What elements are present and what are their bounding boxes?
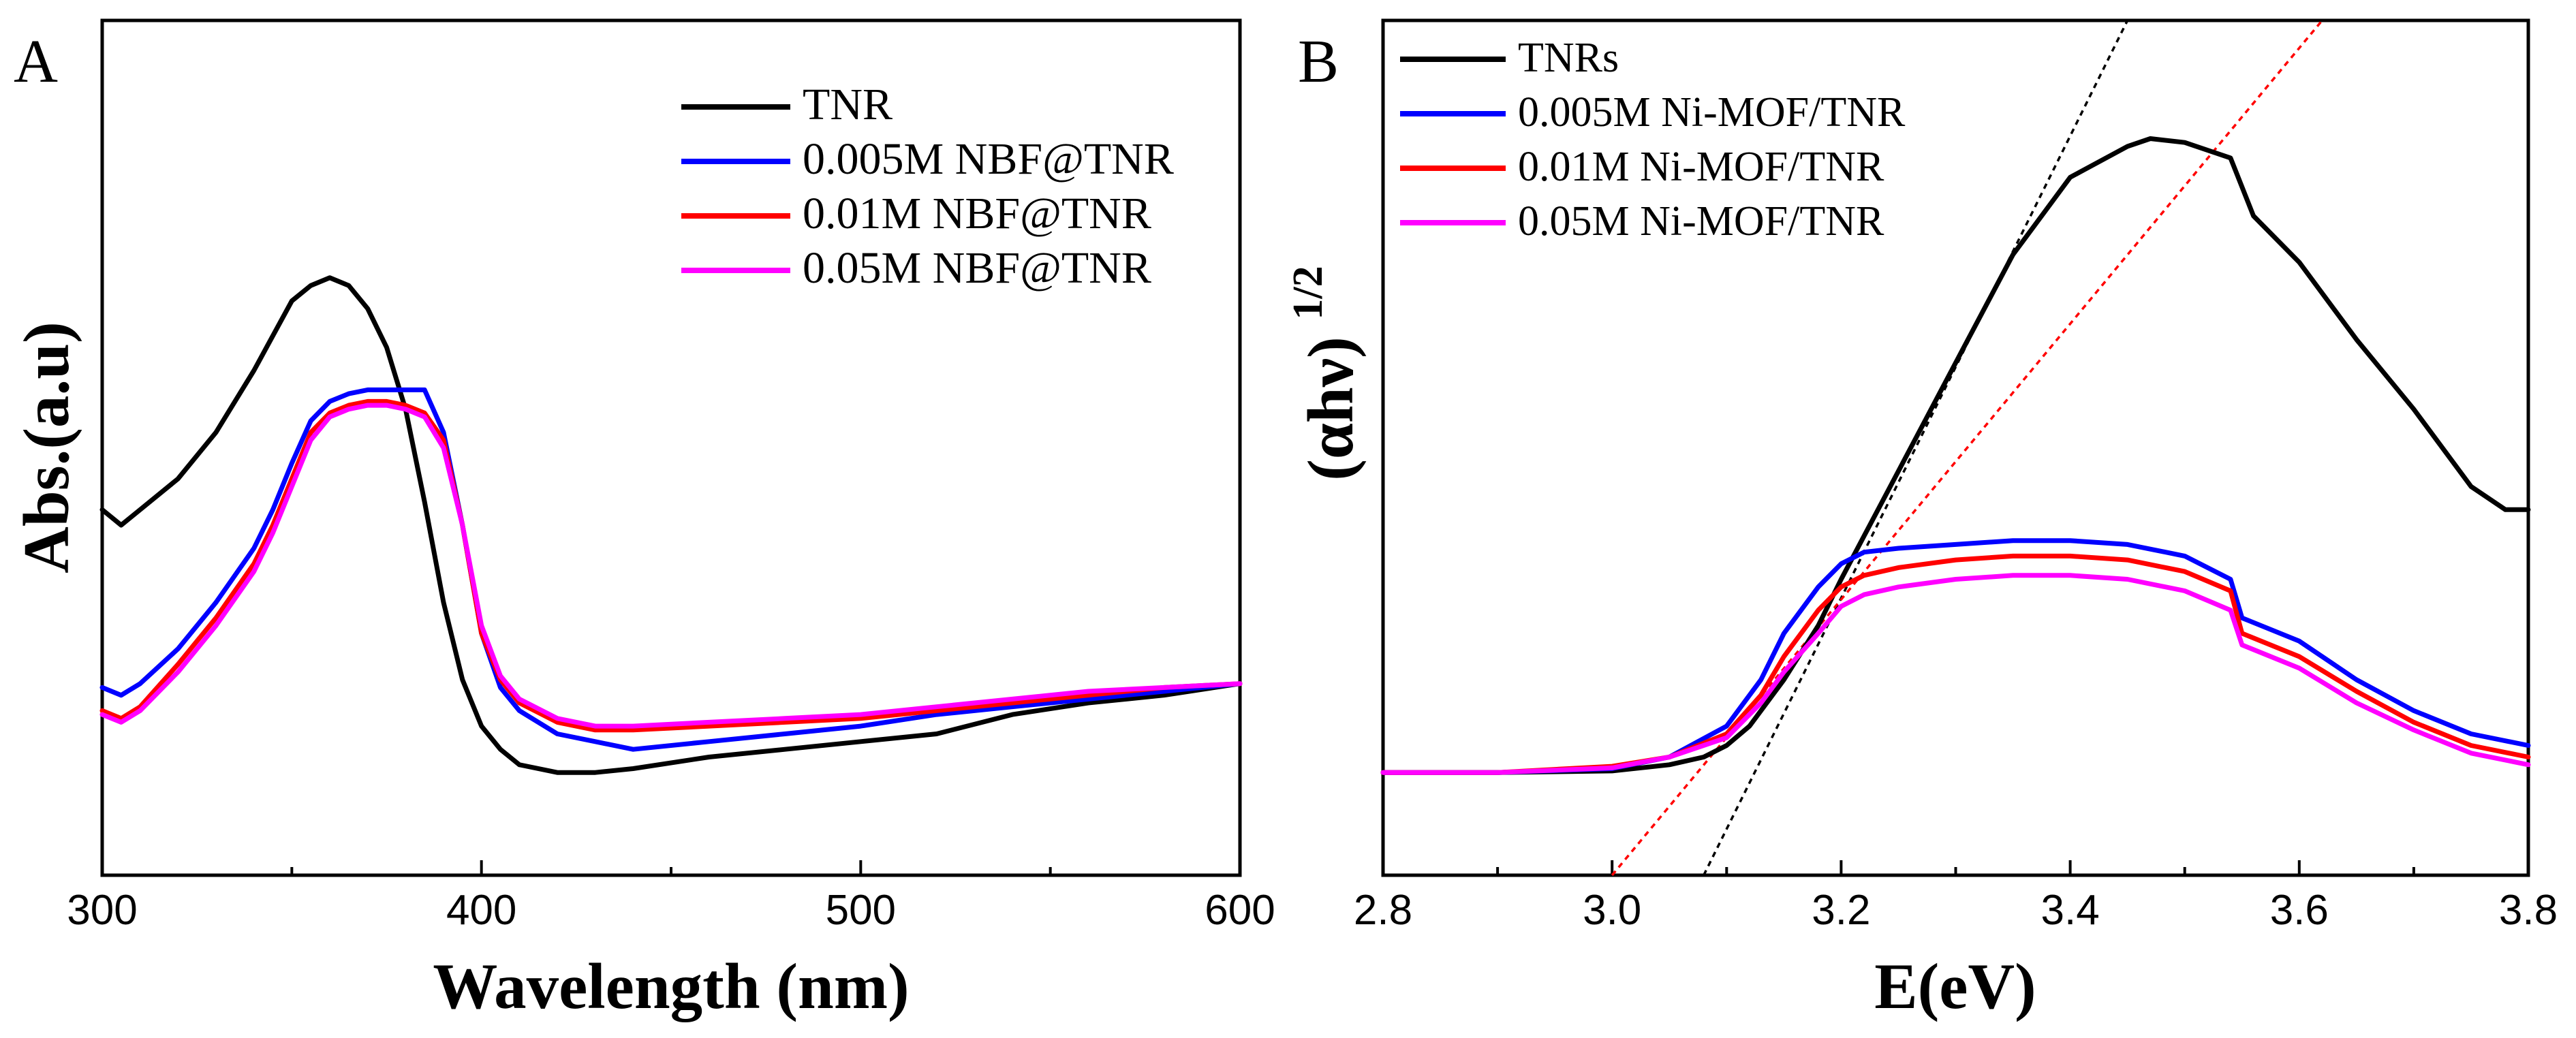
series-line	[99, 403, 1243, 729]
panel-a: A Wavelength (nm) Abs.(a.u) 300 400 500 600…	[10, 18, 1275, 1022]
series-line	[99, 398, 1243, 733]
x-tick-label: 400	[446, 887, 516, 934]
panel-b-y-axis-label: (αhν)	[1294, 336, 1367, 481]
series-line	[1380, 553, 2531, 775]
x-tick-label: 3.0	[1583, 887, 1641, 934]
series-line	[99, 387, 1243, 752]
x-tick-label: 3.4	[2040, 887, 2099, 934]
x-tick-label: 2.8	[1354, 887, 1412, 934]
x-tick-label: 3.2	[1812, 887, 1870, 934]
panel-a-series-group	[99, 275, 1243, 775]
series-line	[99, 275, 1243, 775]
legend-label: TNRs	[1518, 35, 1619, 81]
legend-label: 0.005M Ni-MOF/TNR	[1518, 89, 1906, 136]
panel-a-axes: 300 400 500 600	[67, 860, 1275, 934]
panel-b-y-axis-label-group: (αhν) 1/2	[1285, 266, 1367, 480]
series-line	[1380, 573, 2531, 775]
series-line	[1380, 136, 2531, 775]
panel-a-label: A	[14, 28, 58, 95]
legend-label: TNR	[803, 80, 893, 129]
legend-label: 0.005M NBF@TNR	[803, 134, 1174, 184]
panel-a-y-axis-label: Abs.(a.u)	[10, 321, 82, 573]
legend-label: 0.05M Ni-MOF/TNR	[1518, 198, 1884, 245]
panel-b-legend: TNRs 0.005M Ni-MOF/TNR 0.01M Ni-MOF/TNR 0.0…	[1400, 35, 1906, 245]
panel-b-axes: 2.8 3.0 3.2 3.4 3.6 3.8	[1354, 860, 2558, 934]
x-tick-label: 3.8	[2499, 887, 2558, 934]
panel-b-y-axis-superscript: 1/2	[1285, 266, 1331, 319]
panel-a-x-axis-label: Wavelength (nm)	[433, 950, 909, 1022]
legend-label: 0.05M NBF@TNR	[803, 243, 1151, 293]
panel-b-label: B	[1298, 28, 1339, 95]
legend-label: 0.01M Ni-MOF/TNR	[1518, 144, 1884, 190]
panel-b: B E(eV) (αhν) 1/2 2.8 3.0 3.2 3.4 3.6 3.8 TNR…	[1285, 18, 2558, 1022]
panel-a-legend: TNR 0.005M NBF@TNR 0.01M NBF@TNR 0.05M NBF@…	[681, 80, 1174, 293]
x-tick-label: 500	[826, 887, 896, 934]
x-tick-label: 300	[67, 887, 137, 934]
series-line	[1380, 538, 2531, 775]
x-tick-label: 600	[1205, 887, 1275, 934]
panel-b-x-axis-label: E(eV)	[1874, 950, 2036, 1022]
legend-label: 0.01M NBF@TNR	[803, 189, 1151, 238]
x-tick-label: 3.6	[2270, 887, 2329, 934]
panel-b-series-group	[1380, 136, 2531, 775]
